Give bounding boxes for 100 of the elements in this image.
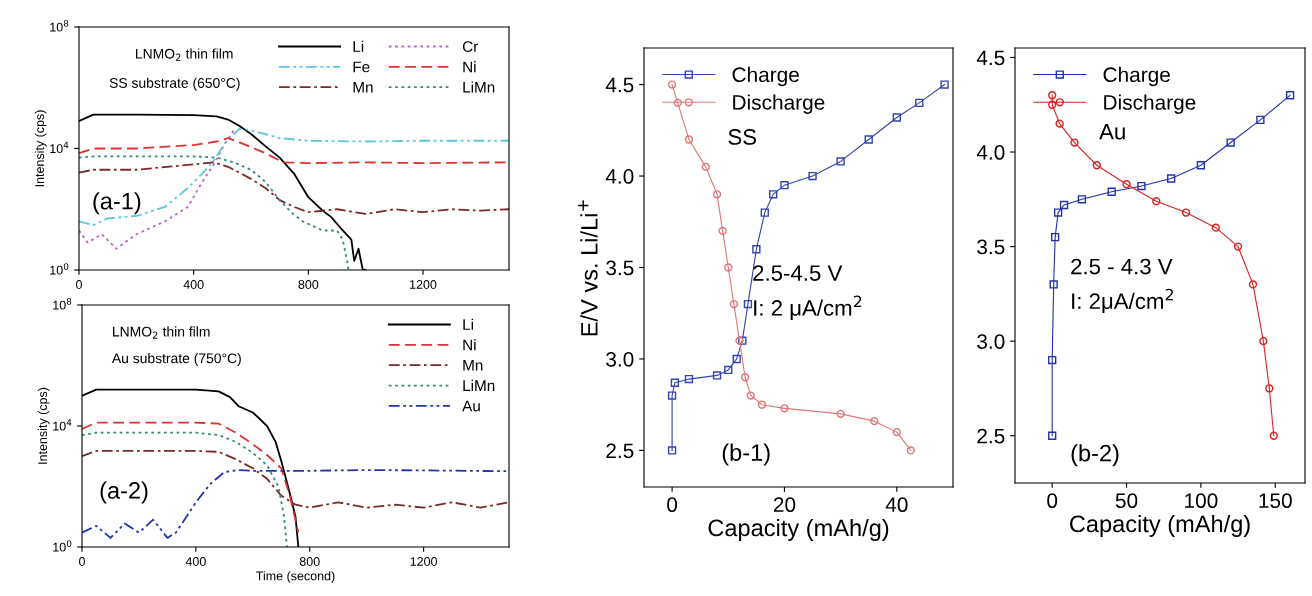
y-tick-label: 10$^{8}$ bbox=[53, 298, 72, 310]
point bbox=[1285, 91, 1295, 100]
point bbox=[757, 400, 767, 409]
point bbox=[808, 171, 817, 181]
x-tick-label: 150 bbox=[1259, 493, 1292, 509]
y-tick-label: 4.0 bbox=[976, 145, 1005, 160]
point bbox=[906, 446, 916, 455]
point bbox=[1048, 100, 1057, 109]
y-axis-title: Intensity (cps) bbox=[34, 110, 47, 187]
point bbox=[752, 245, 761, 254]
x-tick-label: 1200 bbox=[410, 280, 437, 289]
legend-label: Au bbox=[462, 400, 480, 412]
legend-label: Mn bbox=[353, 82, 373, 93]
legend-label: Ni bbox=[463, 339, 476, 351]
point bbox=[673, 98, 682, 108]
line-series bbox=[82, 469, 509, 539]
x-tick-label: 400 bbox=[183, 280, 204, 289]
point bbox=[724, 365, 733, 375]
x-axis-title: Capacity (mAh/g) bbox=[708, 518, 889, 541]
point bbox=[743, 299, 753, 309]
x-tick-label: 800 bbox=[299, 557, 320, 566]
y-tick-label: 10$^{8}$ bbox=[50, 20, 69, 32]
annotation: 2.5-4.5 V bbox=[753, 265, 843, 281]
y-tick-label: 10$^{0}$ bbox=[53, 540, 72, 552]
annotation: Au substrate (750°C) bbox=[111, 353, 241, 366]
point bbox=[1050, 232, 1060, 242]
point bbox=[1256, 115, 1265, 125]
legend-label: Fe bbox=[353, 61, 370, 73]
y-tick-label: 3.5 bbox=[977, 239, 1005, 255]
annotation: (a-2) bbox=[100, 481, 148, 504]
point bbox=[836, 157, 845, 166]
x-axis-title: Capacity (mAh/g) bbox=[1070, 514, 1250, 537]
point bbox=[740, 373, 750, 382]
line-series bbox=[82, 431, 288, 547]
legend-label: Cr bbox=[462, 41, 478, 52]
point bbox=[1211, 223, 1220, 232]
legend-label: Charge bbox=[732, 66, 799, 87]
point bbox=[892, 427, 901, 437]
x-axis-title: Time (second) bbox=[256, 571, 335, 583]
y-tick-label: 10$^{4}$ bbox=[50, 141, 69, 154]
point bbox=[1137, 181, 1146, 191]
point bbox=[1048, 355, 1057, 365]
y-tick-label: 4.5 bbox=[976, 50, 1005, 66]
y-tick-label: 3.0 bbox=[977, 334, 1005, 349]
point bbox=[1226, 138, 1235, 147]
y-tick-label: 3.5 bbox=[606, 260, 634, 276]
point bbox=[760, 208, 769, 217]
x-tick-label: 50 bbox=[1115, 493, 1138, 509]
x-tick-label: 1200 bbox=[410, 557, 438, 566]
annotation: LNMO$_{2}$ thin film bbox=[136, 48, 233, 61]
y-tick-label: 2.5 bbox=[606, 443, 634, 459]
point bbox=[1166, 174, 1176, 183]
point bbox=[667, 446, 677, 455]
x-tick-label: 40 bbox=[885, 497, 908, 513]
x-tick-label: 0 bbox=[667, 497, 678, 513]
y-tick-label: 3.0 bbox=[606, 351, 634, 367]
line-series bbox=[82, 421, 300, 534]
point bbox=[684, 135, 694, 144]
point bbox=[1196, 161, 1206, 170]
annotation: LNMO$_{2}$ thin film bbox=[113, 326, 210, 339]
point bbox=[712, 190, 722, 199]
legend-label: Charge bbox=[1103, 66, 1170, 87]
point bbox=[1077, 195, 1087, 204]
x-tick-label: 0 bbox=[79, 557, 85, 566]
legend-label: Li bbox=[353, 40, 364, 52]
point bbox=[1181, 208, 1191, 217]
point bbox=[915, 98, 924, 108]
y-tick-label: 10$^{0}$ bbox=[50, 263, 69, 275]
annotation: I: 2 μA/cm$^{2}$ bbox=[754, 295, 862, 320]
point bbox=[1059, 200, 1069, 210]
point bbox=[746, 391, 755, 400]
y-tick-label: 2.5 bbox=[977, 428, 1005, 444]
point bbox=[729, 299, 739, 309]
legend-label: LiMn bbox=[463, 379, 495, 391]
annotation: I: 2μA/cm$^{2}$ bbox=[1072, 288, 1173, 314]
point bbox=[1092, 161, 1101, 170]
point bbox=[667, 391, 677, 400]
point bbox=[1269, 431, 1278, 440]
point bbox=[667, 80, 677, 89]
point bbox=[892, 113, 901, 122]
y-axis-title: Intensity (cps) bbox=[37, 387, 50, 464]
legend-label: Discharge bbox=[1104, 94, 1196, 114]
annotation: (b-1) bbox=[722, 443, 770, 466]
legend-label: LiMn bbox=[463, 81, 495, 93]
point bbox=[670, 378, 680, 387]
point bbox=[1122, 180, 1131, 189]
annotation: (a-1) bbox=[93, 192, 141, 215]
legend-label: Ni bbox=[463, 61, 476, 73]
point bbox=[732, 354, 741, 364]
point bbox=[1152, 197, 1161, 206]
point bbox=[780, 181, 789, 190]
annotation: SS substrate (650°C) bbox=[109, 77, 240, 91]
line-series bbox=[79, 129, 235, 250]
point bbox=[864, 135, 873, 144]
point bbox=[1107, 187, 1116, 196]
annotation: 2.5 - 4.3 V bbox=[1071, 258, 1173, 275]
point bbox=[1055, 119, 1064, 128]
point bbox=[1049, 280, 1058, 289]
line-series bbox=[79, 155, 350, 270]
legend-label: Discharge bbox=[733, 94, 825, 114]
